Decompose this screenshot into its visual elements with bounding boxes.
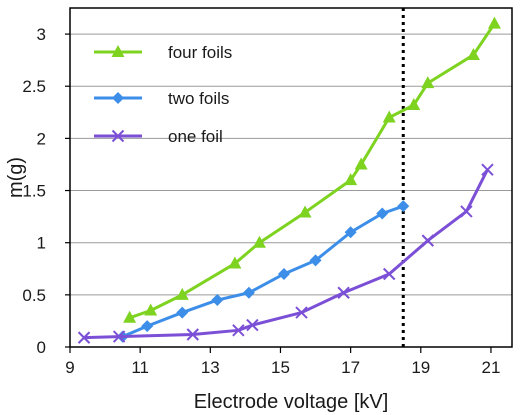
x-tick-label: 17 <box>341 358 360 377</box>
legend-marker-two-foils <box>112 92 124 104</box>
data-point-four-foils <box>252 235 266 248</box>
data-point-four-foils <box>487 16 501 29</box>
data-point-four-foils <box>298 205 312 218</box>
y-tick-label: 1 <box>37 234 46 253</box>
data-point-four-foils <box>354 157 368 170</box>
data-point-one-foil <box>481 163 494 176</box>
x-tick-label: 9 <box>65 358 74 377</box>
data-point-two-foils <box>376 207 389 220</box>
data-point-one-foil <box>460 205 473 218</box>
data-point-four-foils <box>144 303 158 316</box>
series-two-foils <box>116 200 410 343</box>
y-tick-label: 0.5 <box>22 286 46 305</box>
y-axis-title: m(g) <box>5 157 27 198</box>
y-tick-label: 2 <box>37 129 46 148</box>
data-point-four-foils <box>123 310 137 323</box>
y-tick-label: 0 <box>37 338 46 357</box>
x-tick-label: 21 <box>481 358 500 377</box>
x-tick-label: 11 <box>131 358 149 377</box>
data-point-four-foils <box>344 173 358 186</box>
data-point-two-foils <box>242 286 255 299</box>
legend-marker-one-foil <box>111 129 125 143</box>
data-point-one-foil <box>186 328 199 341</box>
data-point-four-foils <box>228 256 242 269</box>
x-axis-title: Electrode voltage [kV] <box>194 391 389 413</box>
legend-item-one-foil: one foil <box>94 127 223 146</box>
x-tick-label: 13 <box>201 358 220 377</box>
legend-item-two-foils: two foils <box>94 89 229 108</box>
data-point-one-foil <box>77 331 91 344</box>
data-point-one-foil <box>383 267 396 281</box>
y-tick-label: 3 <box>37 25 46 44</box>
legend-marker-four-foils <box>111 45 125 57</box>
data-point-one-foil <box>295 306 308 319</box>
plot-frame <box>69 7 513 348</box>
data-point-four-foils <box>466 47 480 60</box>
data-point-two-foils <box>344 226 357 239</box>
legend-label-one-foil: one foil <box>168 127 223 146</box>
y-axis-ticks: 0 0.5 1 1.5 2 2.5 3 <box>22 25 70 357</box>
data-point-one-foil <box>246 318 259 332</box>
series-line-four-foils <box>129 22 496 320</box>
data-point-two-foils <box>277 267 290 280</box>
y-tick-label: 2.5 <box>22 77 46 96</box>
data-point-four-foils <box>382 110 396 123</box>
horizontal-gridlines <box>70 33 512 296</box>
series-line-two-foils <box>122 204 404 338</box>
data-point-one-foil <box>421 234 435 247</box>
legend-item-four-foils: four foils <box>94 43 232 62</box>
series-layer <box>77 16 501 344</box>
data-point-two-foils <box>176 306 189 319</box>
x-tick-label: 19 <box>411 358 430 377</box>
data-point-one-foil <box>232 324 245 337</box>
series-one-foil <box>77 163 494 344</box>
y-tick-label: 1.5 <box>22 182 46 201</box>
legend: four foils two foils one foil <box>94 43 232 146</box>
data-point-one-foil <box>337 286 350 299</box>
data-point-two-foils <box>211 294 224 307</box>
x-axis-ticks: 9 11 13 15 17 19 21 <box>65 347 500 377</box>
data-point-two-foils <box>141 320 154 333</box>
data-point-four-foils <box>407 98 421 111</box>
series-four-foils <box>123 16 501 323</box>
data-point-one-foil <box>112 330 126 343</box>
legend-label-two-foils: two foils <box>168 89 229 108</box>
data-point-four-foils <box>175 287 189 300</box>
legend-label-four-foils: four foils <box>168 43 232 62</box>
data-point-four-foils <box>421 76 435 89</box>
x-tick-label: 15 <box>271 358 290 377</box>
data-point-two-foils <box>309 254 322 267</box>
data-point-two-foils <box>397 200 410 213</box>
